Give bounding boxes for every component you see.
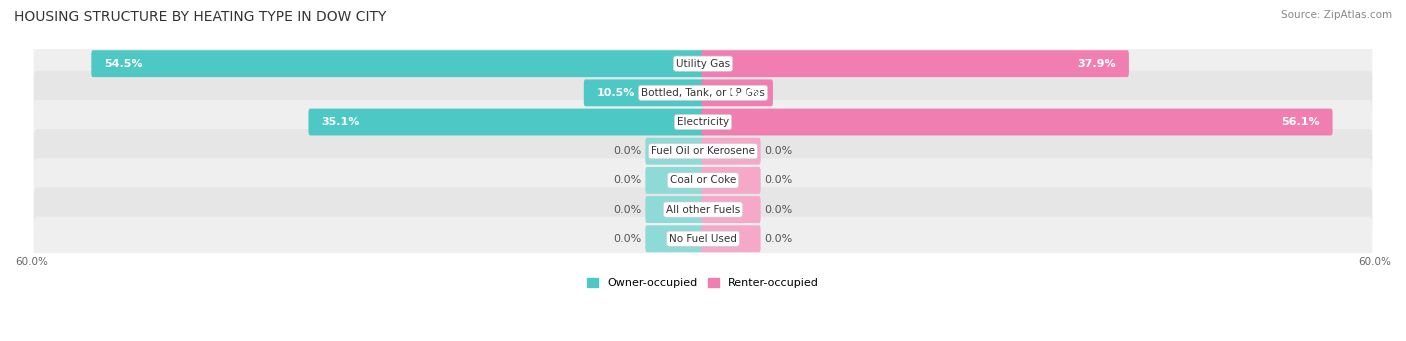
Text: 0.0%: 0.0% [765,234,793,244]
FancyBboxPatch shape [645,167,704,194]
FancyBboxPatch shape [34,158,1372,203]
Text: No Fuel Used: No Fuel Used [669,234,737,244]
Legend: Owner-occupied, Renter-occupied: Owner-occupied, Renter-occupied [582,273,824,293]
Text: 56.1%: 56.1% [1281,117,1320,127]
Text: 54.5%: 54.5% [104,59,142,69]
FancyBboxPatch shape [645,225,704,252]
FancyBboxPatch shape [34,129,1372,173]
FancyBboxPatch shape [583,79,704,106]
Text: Electricity: Electricity [676,117,730,127]
FancyBboxPatch shape [34,217,1372,261]
FancyBboxPatch shape [91,50,704,77]
FancyBboxPatch shape [645,138,704,165]
Text: 0.0%: 0.0% [613,234,641,244]
FancyBboxPatch shape [34,100,1372,144]
Text: Fuel Oil or Kerosene: Fuel Oil or Kerosene [651,146,755,156]
Text: Utility Gas: Utility Gas [676,59,730,69]
Text: Bottled, Tank, or LP Gas: Bottled, Tank, or LP Gas [641,88,765,98]
Text: 10.5%: 10.5% [596,88,636,98]
FancyBboxPatch shape [34,71,1372,115]
Text: 6.1%: 6.1% [730,88,761,98]
Text: 0.0%: 0.0% [765,205,793,214]
FancyBboxPatch shape [702,196,761,223]
FancyBboxPatch shape [702,50,1129,77]
FancyBboxPatch shape [702,167,761,194]
FancyBboxPatch shape [702,109,1333,135]
FancyBboxPatch shape [702,79,773,106]
Text: HOUSING STRUCTURE BY HEATING TYPE IN DOW CITY: HOUSING STRUCTURE BY HEATING TYPE IN DOW… [14,10,387,24]
Text: 35.1%: 35.1% [322,117,360,127]
Text: Source: ZipAtlas.com: Source: ZipAtlas.com [1281,10,1392,20]
FancyBboxPatch shape [645,196,704,223]
Text: 0.0%: 0.0% [613,175,641,186]
FancyBboxPatch shape [34,42,1372,86]
FancyBboxPatch shape [34,188,1372,232]
Text: 0.0%: 0.0% [765,175,793,186]
Text: 0.0%: 0.0% [765,146,793,156]
FancyBboxPatch shape [702,138,761,165]
Text: Coal or Coke: Coal or Coke [669,175,737,186]
FancyBboxPatch shape [308,109,704,135]
Text: 37.9%: 37.9% [1077,59,1116,69]
FancyBboxPatch shape [702,225,761,252]
Text: 0.0%: 0.0% [613,146,641,156]
Text: 0.0%: 0.0% [613,205,641,214]
Text: All other Fuels: All other Fuels [666,205,740,214]
